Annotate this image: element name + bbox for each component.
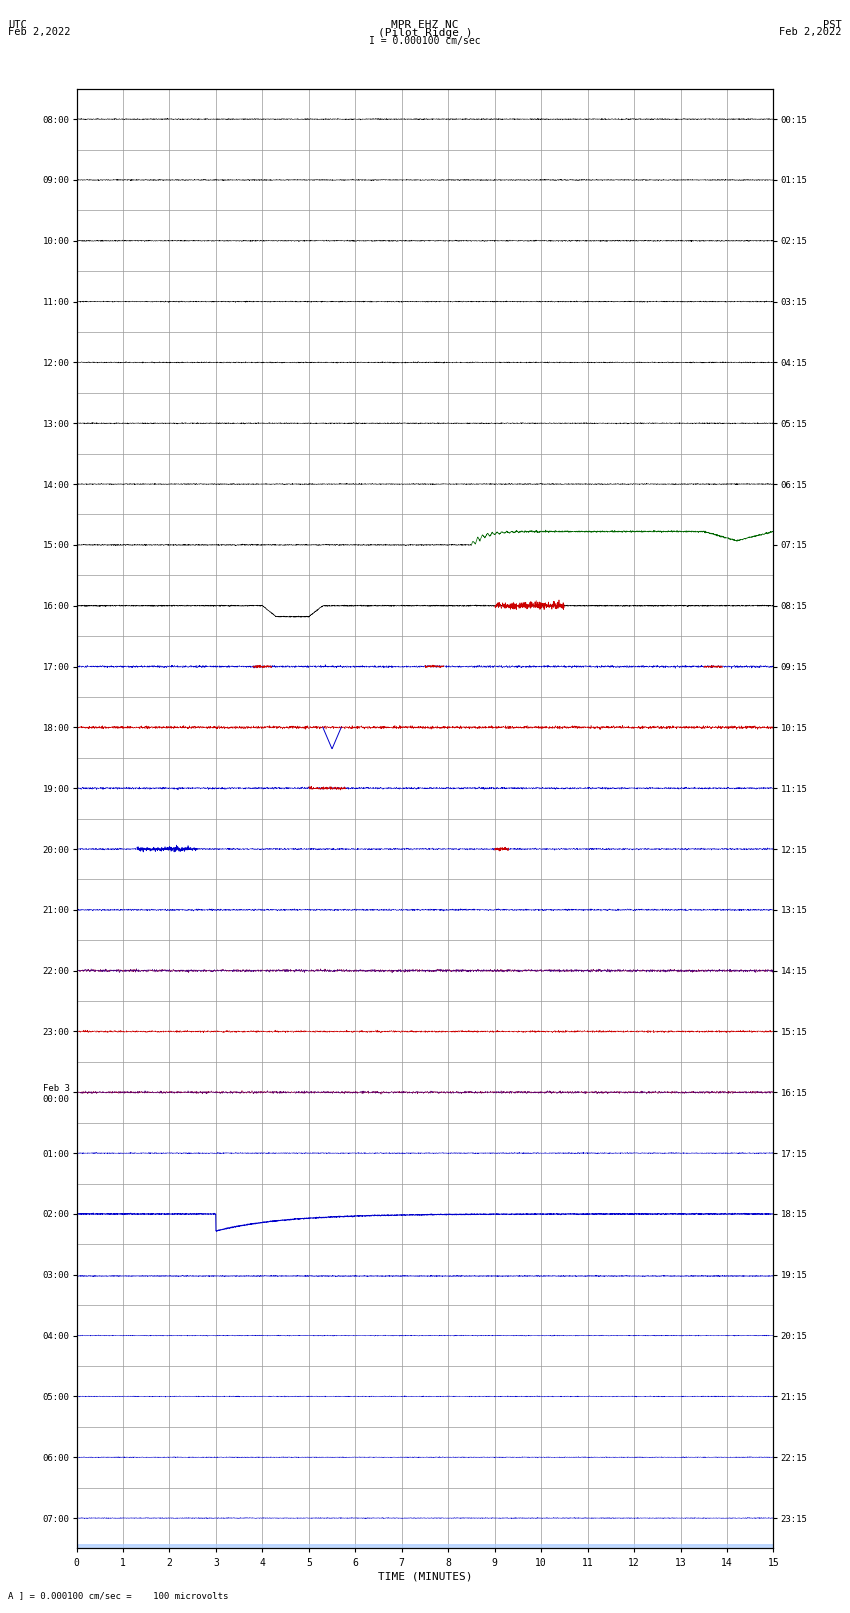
X-axis label: TIME (MINUTES): TIME (MINUTES) <box>377 1571 473 1582</box>
Text: MPR EHZ NC: MPR EHZ NC <box>391 19 459 31</box>
Text: Feb 2,2022: Feb 2,2022 <box>8 26 71 37</box>
Text: A ] = 0.000100 cm/sec =    100 microvolts: A ] = 0.000100 cm/sec = 100 microvolts <box>8 1590 229 1600</box>
Text: I = 0.000100 cm/sec: I = 0.000100 cm/sec <box>369 37 481 47</box>
Text: PST: PST <box>823 19 842 31</box>
Text: (Pilot Ridge ): (Pilot Ridge ) <box>377 29 473 39</box>
Text: UTC: UTC <box>8 19 27 31</box>
Text: Feb 2,2022: Feb 2,2022 <box>779 26 842 37</box>
